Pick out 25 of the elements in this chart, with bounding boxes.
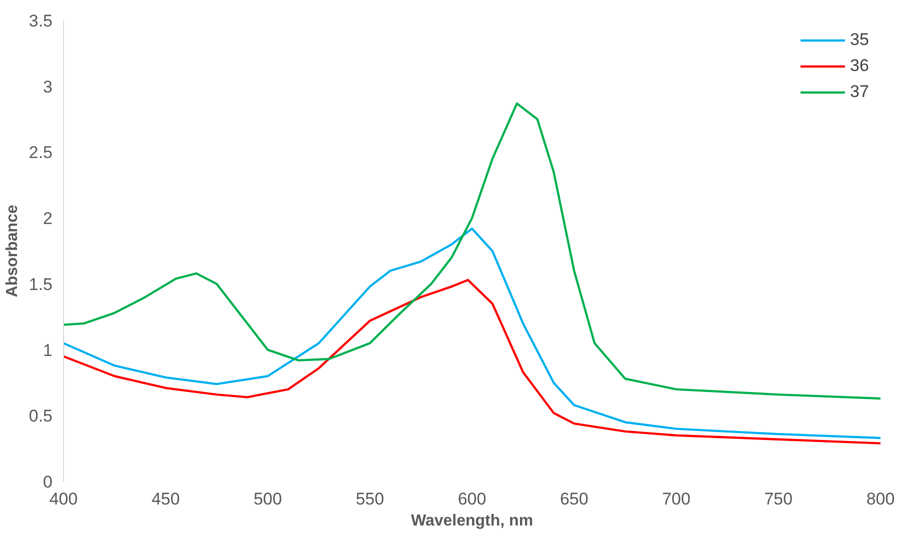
line-series: [64, 278, 880, 444]
x-tick-label: 750: [764, 490, 793, 508]
x-tick-label: 600: [458, 490, 486, 508]
y-tick-label: 1.5: [28, 274, 53, 294]
line-series: [64, 228, 880, 440]
legend-label: 35: [850, 30, 870, 50]
y-tick-label: 0: [43, 472, 53, 492]
y-tick-label: 0.5: [28, 406, 53, 426]
y-axis-title: Absorbance: [4, 204, 21, 298]
x-tick-label: 500: [254, 490, 282, 508]
y-tick-label: 3.5: [28, 12, 53, 30]
x-tick-label: 400: [49, 490, 78, 508]
y-tick-label: 1: [43, 340, 53, 360]
x-axis-title: Wavelength, nm: [410, 512, 534, 530]
y-tick-label: 3: [43, 77, 53, 96]
x-tick-label: 800: [866, 490, 895, 508]
x-tick-label: 450: [151, 490, 180, 508]
x-tick-label: 650: [560, 490, 588, 508]
y-tick-label: 2: [43, 209, 53, 228]
x-tick-label: 700: [662, 490, 690, 508]
line-series: [64, 102, 880, 400]
y-tick-label: 2.5: [28, 143, 53, 162]
legend-label: 36: [850, 56, 870, 76]
x-tick-label: 550: [356, 490, 384, 508]
legend-label: 37: [850, 82, 870, 102]
